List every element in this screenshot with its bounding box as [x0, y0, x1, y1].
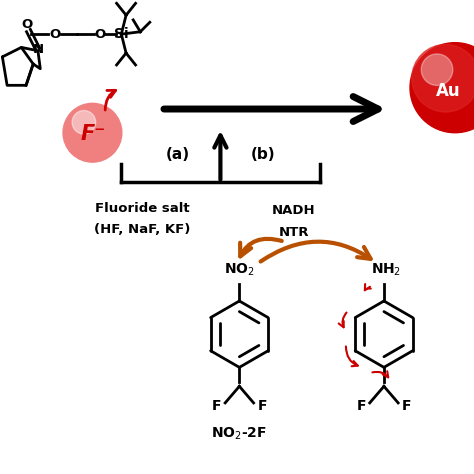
Text: F: F	[212, 399, 221, 413]
Circle shape	[71, 111, 115, 155]
Text: Au: Au	[436, 82, 460, 100]
Text: Si: Si	[114, 27, 128, 41]
Text: F: F	[402, 399, 411, 413]
Text: NO$_2$-2F: NO$_2$-2F	[211, 426, 267, 442]
Circle shape	[63, 103, 122, 162]
Text: (HF, NaF, KF): (HF, NaF, KF)	[94, 223, 191, 237]
Text: F: F	[356, 399, 366, 413]
Text: F⁻: F⁻	[81, 124, 106, 144]
Text: O: O	[94, 27, 105, 41]
Text: NH$_2$: NH$_2$	[371, 262, 401, 278]
Text: (b): (b)	[251, 146, 275, 162]
Text: O: O	[49, 27, 61, 41]
Text: NTR: NTR	[279, 226, 309, 239]
Text: F: F	[257, 399, 267, 413]
Text: NADH: NADH	[272, 204, 316, 218]
Circle shape	[412, 45, 474, 112]
Text: Fluoride salt: Fluoride salt	[95, 202, 190, 215]
Text: (a): (a)	[166, 146, 190, 162]
Circle shape	[410, 43, 474, 133]
Text: NO$_2$: NO$_2$	[224, 262, 255, 278]
Text: O: O	[21, 18, 32, 31]
Text: N: N	[33, 43, 44, 56]
Circle shape	[72, 110, 96, 134]
Circle shape	[421, 54, 453, 85]
